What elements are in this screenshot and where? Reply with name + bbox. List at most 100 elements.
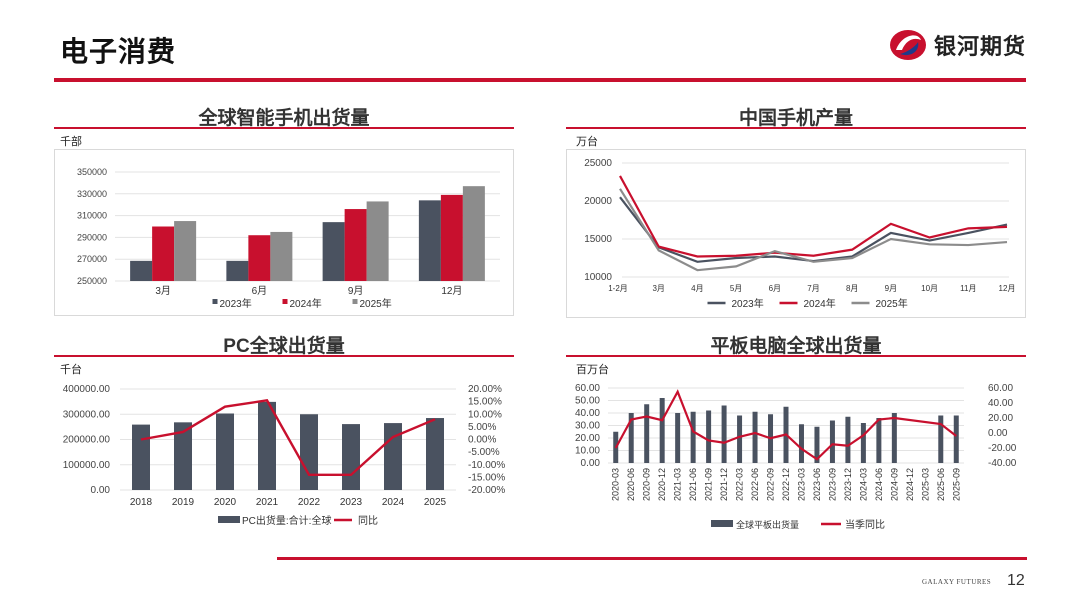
y-tick-label: 100000.00	[63, 460, 111, 471]
y-tick-label: 200000.00	[63, 435, 111, 446]
legend-label: 2023年	[220, 297, 252, 310]
panel-divider	[566, 127, 1026, 129]
legend-swatch	[282, 299, 288, 304]
x-tick-label: 2024-12	[905, 468, 915, 501]
brand: 银河期货	[888, 28, 1026, 62]
x-tick-label: 2023-12	[843, 468, 853, 501]
y2-tick-label: 5.00%	[468, 422, 496, 433]
y-tick-label: 250000	[77, 276, 107, 286]
bar	[462, 186, 485, 281]
y-tick-label: 310000	[77, 211, 107, 221]
y-tick-label: 10000	[584, 272, 612, 283]
bar	[248, 235, 271, 281]
y-tick-label: 400000.00	[63, 384, 111, 395]
x-tick-label: 2024-06	[874, 468, 884, 501]
bar	[876, 418, 882, 463]
bar	[938, 415, 944, 463]
x-tick-label: 2024-09	[889, 468, 899, 501]
x-tick-label: 2022	[298, 497, 321, 508]
y-tick-label: 15000	[584, 234, 612, 245]
footer-divider	[277, 557, 1027, 560]
chart-title: 中国手机产量	[738, 108, 853, 129]
bar	[891, 413, 897, 463]
panel-divider	[566, 355, 1026, 357]
x-tick-label: 7月	[807, 284, 819, 293]
x-tick-label: 9月	[348, 285, 364, 297]
x-tick-label: 2023	[340, 497, 363, 508]
unit-label: 千部	[60, 136, 82, 148]
x-tick-label: 1-2月	[608, 284, 628, 293]
bar	[721, 405, 727, 463]
chart-plot: 350000 330000 310000 290000 270000 250000 3月 6月…	[77, 167, 500, 310]
unit-label: 千台	[60, 364, 82, 376]
bar	[132, 424, 150, 490]
x-tick-label: 5月	[730, 284, 742, 293]
bar	[706, 410, 712, 463]
legend-label: 2025年	[360, 297, 392, 310]
bar	[342, 424, 360, 490]
x-tick-label: 2021-06	[688, 468, 698, 501]
x-tick-label: 10月	[921, 284, 938, 293]
y-tick-label: 0.00	[91, 485, 111, 496]
y2-tick-label: -5.00%	[468, 447, 500, 458]
x-tick-label: 2020-09	[642, 468, 652, 501]
legend-swatch	[218, 516, 240, 523]
chart-plot: 400000.00 300000.00 200000.00 100000.00 0.00…	[63, 384, 506, 527]
legend-label: 2024年	[804, 297, 836, 310]
y-tick-label: 30.00	[575, 421, 600, 432]
series-line	[619, 188, 1008, 272]
y-tick-label: 50.00	[575, 396, 600, 407]
page-number: 12	[1007, 572, 1025, 589]
brand-name: 银河期货	[933, 34, 1026, 59]
x-tick-label: 2021-03	[673, 468, 683, 501]
bar	[366, 201, 389, 281]
galaxy-logo-icon	[889, 30, 926, 60]
y2-tick-label: -10.00%	[468, 460, 505, 471]
chart-plot: 60.0050.0040.0030.0020.0010.000.0060.004…	[575, 383, 1017, 531]
bar	[659, 398, 665, 463]
bar	[130, 260, 153, 281]
x-tick-label: 3月	[652, 284, 664, 293]
legend-label: 当季同比	[845, 518, 885, 531]
legend-label: 全球平板出货量	[736, 519, 799, 530]
x-tick-label: 2022-03	[735, 468, 745, 501]
bar	[752, 411, 758, 463]
y2-tick-label: 60.00	[988, 383, 1013, 394]
x-tick-label: 2025	[424, 497, 447, 508]
y-tick-label: 0.00	[581, 458, 601, 469]
bar	[300, 414, 318, 490]
x-tick-label: 3月	[155, 285, 171, 297]
bar	[798, 424, 804, 463]
x-tick-label: 2018	[130, 497, 153, 508]
x-tick-label: 2020-03	[611, 468, 621, 501]
bar	[174, 422, 192, 490]
x-tick-label: 4月	[691, 284, 703, 293]
legend-label: 2024年	[290, 297, 322, 310]
bar	[226, 260, 249, 281]
y2-tick-label: 15.00%	[468, 397, 502, 408]
y-tick-label: 60.00	[575, 383, 600, 394]
y2-tick-label: -40.00	[988, 458, 1017, 469]
bar	[953, 415, 959, 463]
legend-label: 同比	[358, 515, 378, 527]
series-line	[619, 175, 1008, 258]
legend-swatch	[352, 299, 358, 304]
x-tick-label: 9月	[885, 284, 897, 293]
x-tick-label: 2023-03	[796, 468, 806, 501]
bar	[829, 420, 835, 463]
bar	[440, 194, 463, 281]
chart-frame: 350000 330000 310000 290000 270000 250000 3月 6月…	[54, 149, 514, 316]
legend-label: 2025年	[876, 297, 908, 310]
x-tick-label: 2023-06	[812, 468, 822, 501]
bar	[152, 226, 175, 281]
series-line	[614, 389, 957, 461]
x-tick-label: 2019	[172, 497, 195, 508]
x-tick-label: 2025-03	[920, 468, 930, 501]
x-tick-label: 2020-12	[657, 468, 667, 501]
bar	[258, 401, 276, 490]
page-title: 电子消费	[60, 36, 177, 67]
chart-title: 平板电脑全球出货量	[710, 336, 882, 357]
bar	[814, 426, 820, 463]
header-divider	[54, 78, 1026, 82]
bar	[628, 413, 634, 463]
